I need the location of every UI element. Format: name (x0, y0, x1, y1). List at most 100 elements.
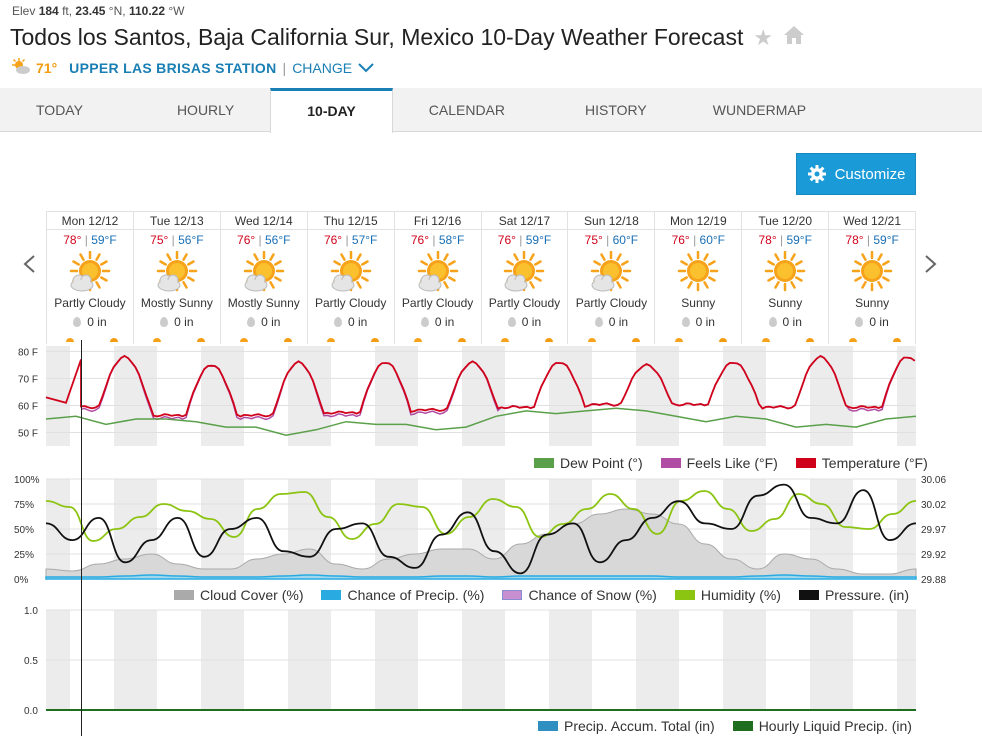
legend-hourly-liquid[interactable]: Hourly Liquid Precip. (in) (732, 718, 912, 734)
legend-dew-point[interactable]: Dew Point (°) (534, 455, 643, 471)
sunset-mark (110, 338, 118, 342)
y-tick-label: 50% (14, 525, 34, 536)
day-name: Wed 12/14 (220, 211, 307, 230)
sunset-mark (719, 338, 727, 342)
partly-cloudy-icon (308, 251, 394, 295)
day-name: Tue 12/20 (742, 211, 829, 230)
lon-value: 110.22 (128, 4, 165, 18)
day-forecast-strip: Mon 12/12 78° | 59°F Partly Cloudy 0 in … (46, 211, 917, 344)
day-column[interactable]: Wed 12/14 76° | 56°F Mostly Sunny 0 in (220, 211, 308, 344)
tab-history[interactable]: HISTORY (585, 102, 647, 118)
change-station-link[interactable]: CHANGE (292, 59, 353, 76)
day-column[interactable]: Fri 12/16 76° | 58°F Partly Cloudy 0 in (394, 211, 482, 344)
elev-label: Elev (12, 4, 36, 18)
y-tick-label: 0% (14, 575, 29, 586)
night-band (829, 346, 853, 446)
precip-amount: 0 in (395, 315, 481, 329)
chevron-down-icon[interactable] (358, 60, 374, 76)
elev-value: 184 (38, 4, 59, 18)
pressure-line (45, 483, 917, 575)
legend-feels-like[interactable]: Feels Like (°F) (660, 455, 778, 471)
y-tick-label-right: 29.88 (921, 575, 946, 586)
legend-temperature[interactable]: Temperature (°F) (795, 455, 928, 471)
precip-amount: 0 in (308, 315, 394, 329)
high-temp: 76° (237, 233, 256, 247)
legend-pressure[interactable]: Pressure. (in) (798, 587, 909, 603)
sunny-icon (655, 251, 741, 295)
day-name: Fri 12/16 (394, 211, 481, 230)
night-band (897, 346, 916, 446)
precip-amount: 0 in (134, 315, 220, 329)
legend-precip-accum[interactable]: Precip. Accum. Total (in) (538, 718, 715, 734)
precip-amount: 0 in (829, 315, 915, 329)
y-tick-label: 70 F (18, 374, 38, 385)
day-column[interactable]: Sat 12/17 76° | 59°F Partly Cloudy 0 in (481, 211, 569, 344)
high-temp: 76° (323, 233, 343, 247)
cloud-cover-area (45, 508, 917, 580)
y-tick-label-right: 30.02 (921, 500, 946, 511)
sunrise-mark (153, 338, 161, 342)
next-arrow-icon[interactable] (924, 254, 938, 280)
legend-humidity[interactable]: Humidity (%) (674, 587, 781, 603)
precip-amount: 0 in (568, 315, 654, 329)
station-name[interactable]: UPPER LAS BRISAS STATION (69, 59, 277, 76)
precip-amount: 0 in (482, 315, 568, 329)
lat-value: 23.45 (75, 4, 106, 18)
day-column[interactable]: Thu 12/15 76° | 57°F Partly Cloudy 0 in (307, 211, 395, 344)
tab-10-day[interactable]: 10-DAY (270, 88, 393, 133)
condition-text: Partly Cloudy (488, 296, 561, 310)
tab-hourly[interactable]: HOURLY (176, 102, 235, 118)
sunrise-mark (66, 338, 74, 342)
high-temp: 75° (584, 233, 603, 247)
sunrise-mark (501, 338, 509, 342)
day-column[interactable]: Sun 12/18 75° | 60°F Partly Cloudy 0 in (568, 211, 656, 344)
night-band (655, 346, 679, 446)
customize-button[interactable]: Customize (796, 153, 916, 195)
home-icon[interactable] (783, 25, 805, 51)
hi-lo: 76° | 58°F (410, 233, 465, 247)
high-temp: 76° (671, 233, 690, 247)
day-column[interactable]: Mon 12/12 78° | 59°F Partly Cloudy 0 in (47, 211, 134, 344)
raindrop-icon (160, 317, 169, 327)
night-band (288, 346, 307, 446)
raindrop-icon (420, 317, 429, 327)
condition-text: Mostly Sunny (227, 296, 300, 310)
precip-value: 0 in (782, 315, 802, 329)
raindrop-icon (333, 317, 342, 327)
tab-calendar[interactable]: CALENDAR (428, 102, 506, 118)
legend-cloud-cover[interactable]: Cloud Cover (%) (174, 587, 303, 603)
legend-chance-precip[interactable]: Chance of Precip. (%) (321, 587, 484, 603)
night-band (810, 346, 829, 446)
prev-arrow-icon[interactable] (22, 254, 36, 280)
day-column[interactable]: Tue 12/13 75° | 56°F Mostly Sunny 0 in (133, 211, 221, 344)
day-name: Mon 12/12 (47, 211, 133, 230)
high-temp: 76° (410, 233, 430, 247)
hi-lo: 76° | 59°F (497, 233, 552, 247)
y-tick-label: 50 F (18, 428, 38, 439)
day-column[interactable]: Tue 12/20 78° | 59°F Sunny 0 in (742, 211, 830, 344)
partly-cloudy-icon (47, 251, 133, 295)
high-temp: 78° (845, 233, 864, 247)
day-column[interactable]: Wed 12/21 78° | 59°F Sunny 0 in (829, 211, 917, 344)
low-temp: 58°F (438, 233, 465, 247)
partly-cloudy-icon (568, 251, 654, 295)
day-column[interactable]: Mon 12/19 76° | 60°F Sunny 0 in (655, 211, 743, 344)
legend-chance-snow[interactable]: Chance of Snow (%) (502, 587, 657, 603)
raindrop-icon (681, 317, 690, 327)
raindrop-icon (855, 317, 864, 327)
sunrise-mark (327, 338, 335, 342)
tab-wundermap[interactable]: WUNDERMAP (712, 102, 807, 118)
low-temp: 59°F (525, 233, 552, 247)
hi-lo: 75° | 56°F (150, 233, 204, 247)
title-row: Todos los Santos, Baja California Sur, M… (10, 24, 805, 51)
raindrop-icon (768, 317, 777, 327)
partly-cloudy-icon (10, 57, 32, 78)
y-tick-label-right: 30.06 (921, 475, 946, 486)
favorite-star-icon[interactable]: ★ (753, 24, 774, 50)
hi-lo: 78° | 59°F (758, 233, 812, 247)
humidity-line (45, 490, 917, 542)
sunset-mark (632, 338, 640, 342)
tab-today[interactable]: TODAY (36, 102, 83, 118)
precip-value: 0 in (869, 315, 889, 329)
hi-lo: 78° | 59°F (63, 233, 117, 247)
